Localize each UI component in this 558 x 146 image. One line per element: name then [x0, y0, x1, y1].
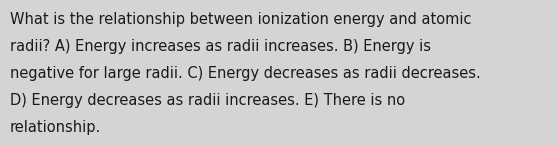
- Text: D) Energy decreases as radii increases. E) There is no: D) Energy decreases as radii increases. …: [10, 93, 405, 108]
- Text: radii? A) Energy increases as radii increases. B) Energy is: radii? A) Energy increases as radii incr…: [10, 39, 431, 54]
- Text: What is the relationship between ionization energy and atomic: What is the relationship between ionizat…: [10, 12, 472, 27]
- Text: relationship.: relationship.: [10, 120, 102, 135]
- Text: negative for large radii. C) Energy decreases as radii decreases.: negative for large radii. C) Energy decr…: [10, 66, 481, 81]
